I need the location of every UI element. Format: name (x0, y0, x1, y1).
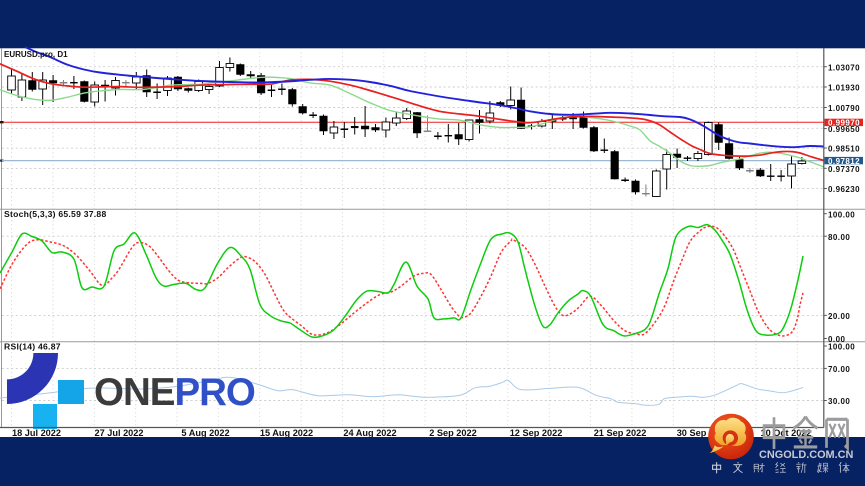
svg-text:EURUSD.pro, D1: EURUSD.pro, D1 (4, 50, 68, 59)
svg-text:1.00790: 1.00790 (828, 104, 860, 113)
svg-text:70.00: 70.00 (828, 365, 850, 374)
svg-text:15 Aug 2022: 15 Aug 2022 (260, 428, 313, 438)
svg-text:2 Sep 2022: 2 Sep 2022 (429, 428, 477, 438)
svg-text:80.00: 80.00 (828, 233, 850, 242)
svg-text:1.01930: 1.01930 (828, 84, 860, 93)
svg-text:100.00: 100.00 (828, 210, 855, 219)
svg-text:0.97370: 0.97370 (828, 165, 860, 174)
svg-text:20.00: 20.00 (828, 312, 850, 321)
svg-text:27 Jul 2022: 27 Jul 2022 (94, 428, 143, 438)
svg-text:0.99970: 0.99970 (828, 119, 860, 128)
svg-text:0.99650: 0.99650 (828, 125, 860, 134)
svg-text:21 Sep 2022: 21 Sep 2022 (594, 428, 647, 438)
svg-text:CNGOLD.COM.CN: CNGOLD.COM.CN (759, 449, 854, 461)
svg-text:5 Aug 2022: 5 Aug 2022 (181, 428, 229, 438)
svg-text:12 Sep 2022: 12 Sep 2022 (510, 428, 563, 438)
svg-text:100.00: 100.00 (828, 343, 855, 352)
svg-text:0.98510: 0.98510 (828, 145, 860, 154)
svg-text:18 Jul 2022: 18 Jul 2022 (12, 428, 61, 438)
svg-text:1.03070: 1.03070 (828, 63, 860, 72)
svg-text:0.00: 0.00 (828, 335, 845, 344)
svg-text:RSI(14) 46.87: RSI(14) 46.87 (4, 342, 61, 352)
svg-text:0.96230: 0.96230 (828, 185, 860, 194)
svg-text:10 Oct 2022: 10 Oct 2022 (760, 428, 811, 438)
svg-text:Stoch(5,3,3) 65.59 37.88: Stoch(5,3,3) 65.59 37.88 (4, 209, 107, 219)
svg-text:30 Sep 2022: 30 Sep 2022 (677, 428, 730, 438)
svg-text:30.00: 30.00 (828, 397, 850, 406)
svg-text:ONEPRO: ONEPRO (94, 371, 255, 414)
svg-text:0.97812: 0.97812 (828, 157, 860, 166)
svg-text:24 Aug 2022: 24 Aug 2022 (343, 428, 396, 438)
